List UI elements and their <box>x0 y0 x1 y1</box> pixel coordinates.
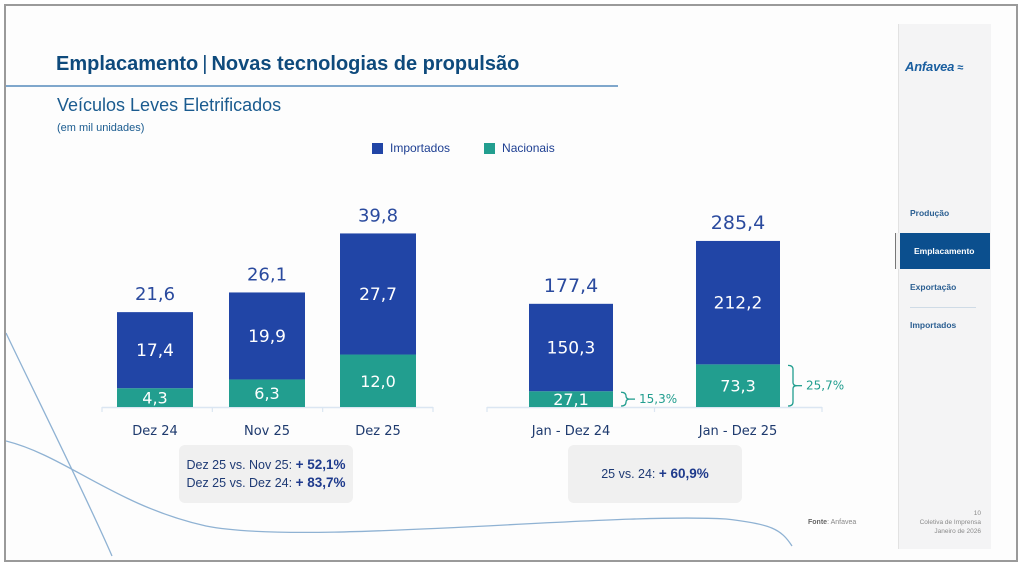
bar-segment-nacionais <box>229 379 305 407</box>
data-label-total: 21,6 <box>135 284 175 305</box>
data-label-importados: 150,3 <box>547 339 596 359</box>
data-label-total: 39,8 <box>358 205 398 226</box>
bar-segment-nacionais <box>117 388 193 407</box>
monthly-comparison-box: Dez 25 vs. Nov 25: + 52,1% Dez 25 vs. De… <box>179 445 353 503</box>
sidebar-item-importados[interactable]: Importados <box>910 320 957 330</box>
x-tick-label: Jan - Dez 25 <box>698 424 778 439</box>
bar-segment-importados <box>696 240 780 365</box>
sidebar <box>898 24 991 549</box>
page-title-topic: Novas tecnologias de propulsão <box>211 53 520 75</box>
source-label: Fonte <box>808 519 828 526</box>
comparison-value: + 60,9% <box>658 466 709 481</box>
comparison-value: + 52,1% <box>295 457 346 472</box>
data-label-nacionais: 27,1 <box>553 390 589 409</box>
legend-item-importados: Importados <box>372 141 450 155</box>
legend-label-nacionais: Nacionais <box>502 141 555 155</box>
annual-comparison-box: 25 vs. 24: + 60,9% <box>568 445 742 503</box>
page-title-section: Emplacamento <box>56 53 199 75</box>
legend-swatch-nacionais <box>484 142 496 154</box>
x-tick-label: Nov 25 <box>244 424 290 439</box>
legend-swatch-importados <box>372 142 383 154</box>
nacionais-share-label: 25,7% <box>806 379 844 393</box>
x-tick-label: Jan - Dez 24 <box>531 424 611 439</box>
share-bracket <box>787 364 798 407</box>
slide-footer: 10 Coletiva de Imprensa Janeiro de 2026 <box>905 509 981 536</box>
nacionais-share-label: 15,3% <box>639 392 677 406</box>
data-label-total: 26,1 <box>247 264 287 285</box>
bar-segment-importados <box>340 233 416 355</box>
comparison-row: Dez 25 vs. Nov 25: + 52,1% <box>186 456 345 474</box>
data-label-nacionais: 12,0 <box>360 372 396 391</box>
data-label-importados: 27,7 <box>359 285 397 305</box>
bar-segment-nacionais <box>340 354 416 407</box>
event-name: Coletiva de Imprensa <box>919 519 981 526</box>
x-tick-label: Dez 25 <box>355 424 401 439</box>
logo-text: Anfavea <box>905 59 955 74</box>
data-label-importados: 17,4 <box>136 341 174 361</box>
share-bracket <box>620 391 631 407</box>
legend-label-importados: Importados <box>390 141 451 155</box>
logo-mark-icon: ≈ <box>957 62 964 74</box>
source-note: Fonte: Anfavea <box>808 519 856 526</box>
x-tick-label: Dez 24 <box>132 424 178 439</box>
chart-subtitle: Veículos Leves Eletrificados <box>57 95 282 115</box>
stacked-bar-charts: 4,3 17,4 21,6 Dez 24 6,3 19,9 26,1 Nov 25 12,0 27… <box>101 205 844 439</box>
sidebar-item-emplacamento[interactable]: Emplacamento <box>896 233 990 269</box>
sidebar-divider <box>910 307 976 308</box>
event-date: Janeiro de 2026 <box>934 528 981 535</box>
data-label-nacionais: 6,3 <box>254 384 279 403</box>
bar-segment-importados <box>529 303 613 392</box>
comparison-label: Dez 25 vs. Nov 25: <box>186 458 293 472</box>
sidebar-item-label: Emplacamento <box>914 246 975 256</box>
title-separator: | <box>202 53 208 75</box>
page-number: 10 <box>973 510 981 517</box>
data-label-importados: 19,9 <box>248 327 286 347</box>
data-label-nacionais: 73,3 <box>720 377 756 396</box>
comparison-row: 25 vs. 24: + 60,9% <box>601 465 709 483</box>
comparison-row: Dez 25 vs. Dez 24: + 83,7% <box>186 474 345 492</box>
title-rule <box>6 85 618 87</box>
source-value: : Anfavea <box>827 519 857 526</box>
bar-segment-nacionais <box>696 364 780 407</box>
data-label-importados: 212,2 <box>714 294 763 314</box>
sidebar-item-exportacao[interactable]: Exportação <box>910 282 957 292</box>
bar-segment-nacionais <box>529 391 613 407</box>
chart-legend: Importados Nacionais <box>372 141 555 155</box>
sidebar-item-producao[interactable]: Produção <box>910 208 950 218</box>
bar-segment-importados <box>229 292 305 380</box>
data-label-total: 177,4 <box>544 275 598 297</box>
comparison-label: Dez 25 vs. Dez 24: <box>186 476 293 490</box>
unit-note: (em mil unidades) <box>57 122 145 134</box>
data-label-nacionais: 4,3 <box>142 389 167 408</box>
page-title: Emplacamento | Novas tecnologias de propul… <box>56 53 519 76</box>
legend-item-nacionais: Nacionais <box>484 141 555 155</box>
anfavea-logo: Anfavea ≈ <box>905 59 963 74</box>
bar-segment-importados <box>117 312 193 389</box>
data-label-total: 285,4 <box>711 212 765 234</box>
comparison-label: 25 vs. 24: <box>601 467 656 481</box>
comparison-value: + 83,7% <box>295 475 346 490</box>
